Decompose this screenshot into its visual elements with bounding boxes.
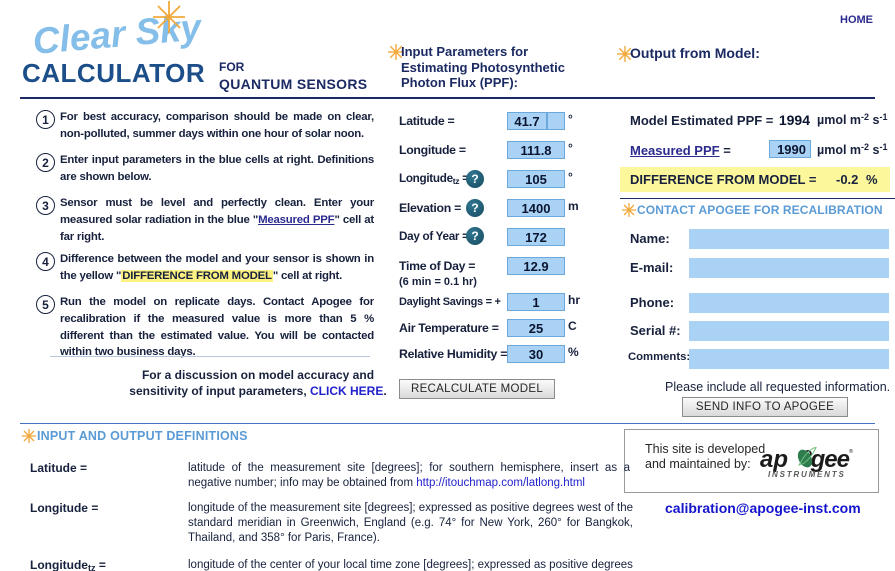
svg-text:ap: ap	[760, 446, 788, 473]
svg-text:®: ®	[849, 448, 853, 455]
svg-text:CALCULATOR: CALCULATOR	[22, 58, 205, 88]
svg-text:INSTRUMENTS: INSTRUMENTS	[768, 470, 846, 479]
